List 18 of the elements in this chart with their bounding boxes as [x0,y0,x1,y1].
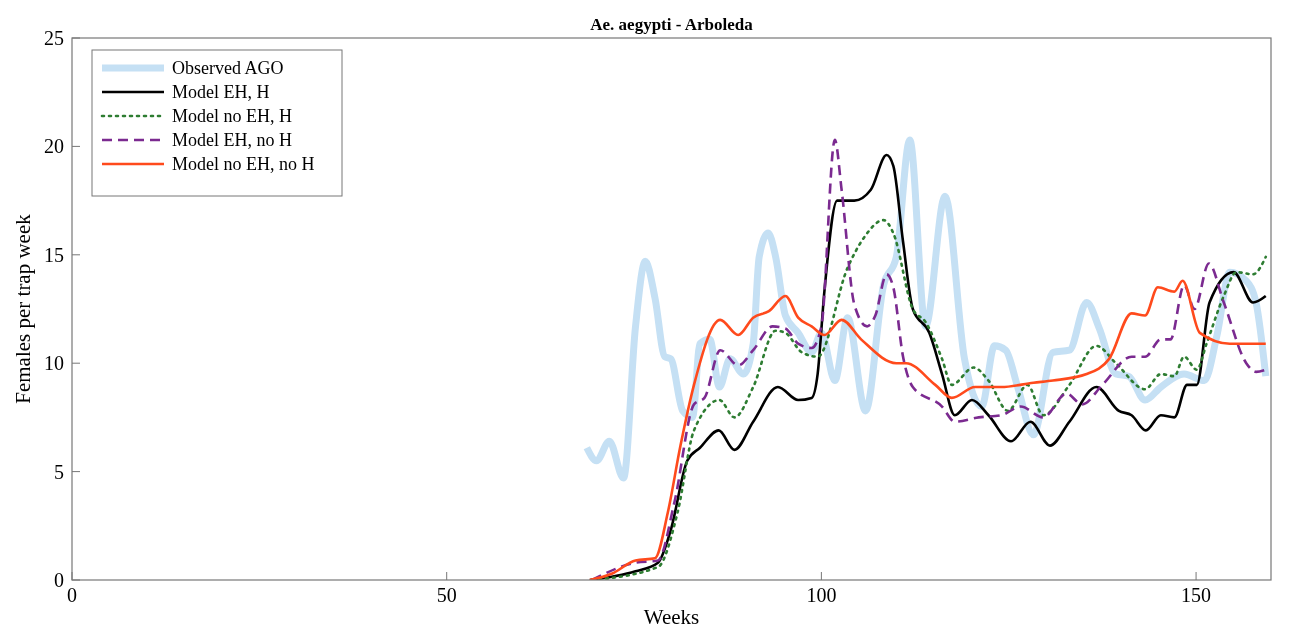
y-tick-label: 15 [44,243,64,266]
y-tick-label: 10 [44,352,64,375]
x-tick-label: 150 [1181,584,1212,606]
y-tick-label: 25 [44,27,64,49]
chart-title: Ae. aegypti - Arboleda [590,15,754,34]
legend-label: Model EH, no H [172,130,292,150]
y-tick-label: 5 [54,460,64,483]
legend-label: Observed AGO [172,58,284,78]
x-axis-title: Weeks [643,605,700,629]
y-axis-title: Females per trap week [11,213,35,404]
legend-label: Model no EH, no H [172,154,315,174]
legend-label: Model EH, H [172,82,270,102]
x-tick-label: 100 [806,584,837,606]
y-tick-label: 0 [54,569,64,591]
legend-label: Model no EH, H [172,106,292,126]
y-tick-label: 20 [44,135,64,158]
x-tick-label: 50 [436,584,457,606]
line-series [588,279,1268,580]
